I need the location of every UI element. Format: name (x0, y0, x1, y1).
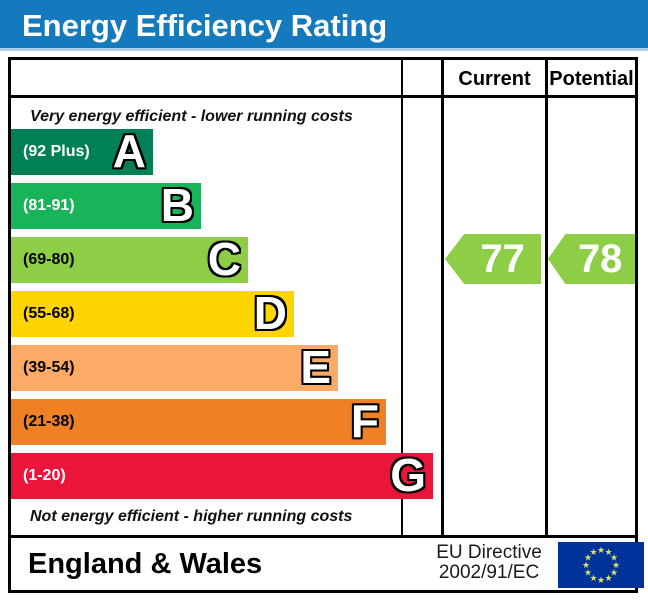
rating-table: Current Potential Very energy efficient … (8, 57, 644, 593)
band-g-letter: G (390, 449, 426, 501)
svg-text:★: ★ (584, 569, 592, 579)
caption-not-efficient: Not energy efficient - higher running co… (30, 508, 353, 525)
svg-text:★: ★ (589, 574, 597, 584)
band-f-letter: F (350, 395, 379, 447)
title-bar: Energy Efficiency Rating (0, 0, 648, 48)
svg-text:★: ★ (610, 554, 618, 564)
svg-text:★: ★ (597, 546, 605, 556)
svg-text:★: ★ (604, 574, 612, 584)
footer-top-border (11, 535, 635, 538)
current-potential-divider (545, 60, 548, 538)
svg-text:★: ★ (589, 548, 597, 558)
band-a-range: (92 Plus) (23, 143, 90, 160)
band-b: (81-91) B (11, 179, 201, 231)
band-g-range: (1-20) (23, 467, 66, 484)
svg-text:★: ★ (582, 561, 590, 571)
current-rating-arrow: 77 (445, 234, 541, 284)
band-d-range: (55-68) (23, 305, 75, 322)
band-e: (39-54) E (11, 341, 338, 393)
band-c-range: (69-80) (23, 251, 75, 268)
caption-very-efficient: Very energy efficient - lower running co… (30, 108, 353, 125)
band-d: (55-68) D (11, 287, 294, 339)
eu-flag: ★ ★ ★ ★ ★ ★ ★ ★ ★ ★ ★ ★ (558, 542, 644, 588)
band-f: (21-38) F (11, 395, 386, 447)
svg-text:★: ★ (610, 569, 618, 579)
eu-directive-line1: EU Directive (436, 542, 542, 563)
band-b-letter: B (160, 179, 194, 231)
band-c: (69-80) C (11, 233, 248, 285)
band-b-range: (81-91) (23, 197, 75, 214)
svg-text:★: ★ (612, 561, 620, 571)
band-e-range: (39-54) (23, 359, 75, 376)
eu-directive-label: EU Directive 2002/91/EC (419, 543, 559, 583)
band-a: (92 Plus) A (11, 125, 153, 177)
eu-directive-line2: 2002/91/EC (438, 562, 540, 583)
header-bottom-border (11, 95, 635, 98)
band-c-letter: C (207, 233, 241, 285)
potential-rating-arrow: 78 (548, 234, 635, 284)
svg-text:★: ★ (597, 576, 605, 586)
band-g: (1-20) G (11, 449, 433, 501)
svg-text:★: ★ (604, 548, 612, 558)
current-rating-value: 77 (480, 237, 525, 281)
eu-flag-stars-icon: ★ ★ ★ ★ ★ ★ ★ ★ ★ ★ ★ ★ (582, 546, 620, 586)
band-d-letter: D (253, 287, 287, 339)
chart-inner-right-line (401, 60, 403, 535)
column-header-current: Current (458, 68, 531, 90)
title-underline (0, 48, 648, 51)
chart-current-divider (441, 60, 444, 538)
svg-text:★: ★ (584, 554, 592, 564)
column-header-potential: Potential (549, 68, 634, 90)
band-e-letter: E (300, 341, 331, 393)
page-title: Energy Efficiency Rating (22, 8, 388, 43)
footer-region-label: England & Wales (28, 548, 263, 580)
band-a-letter: A (112, 125, 146, 177)
potential-rating-value: 78 (577, 237, 623, 281)
band-f-range: (21-38) (23, 413, 75, 430)
